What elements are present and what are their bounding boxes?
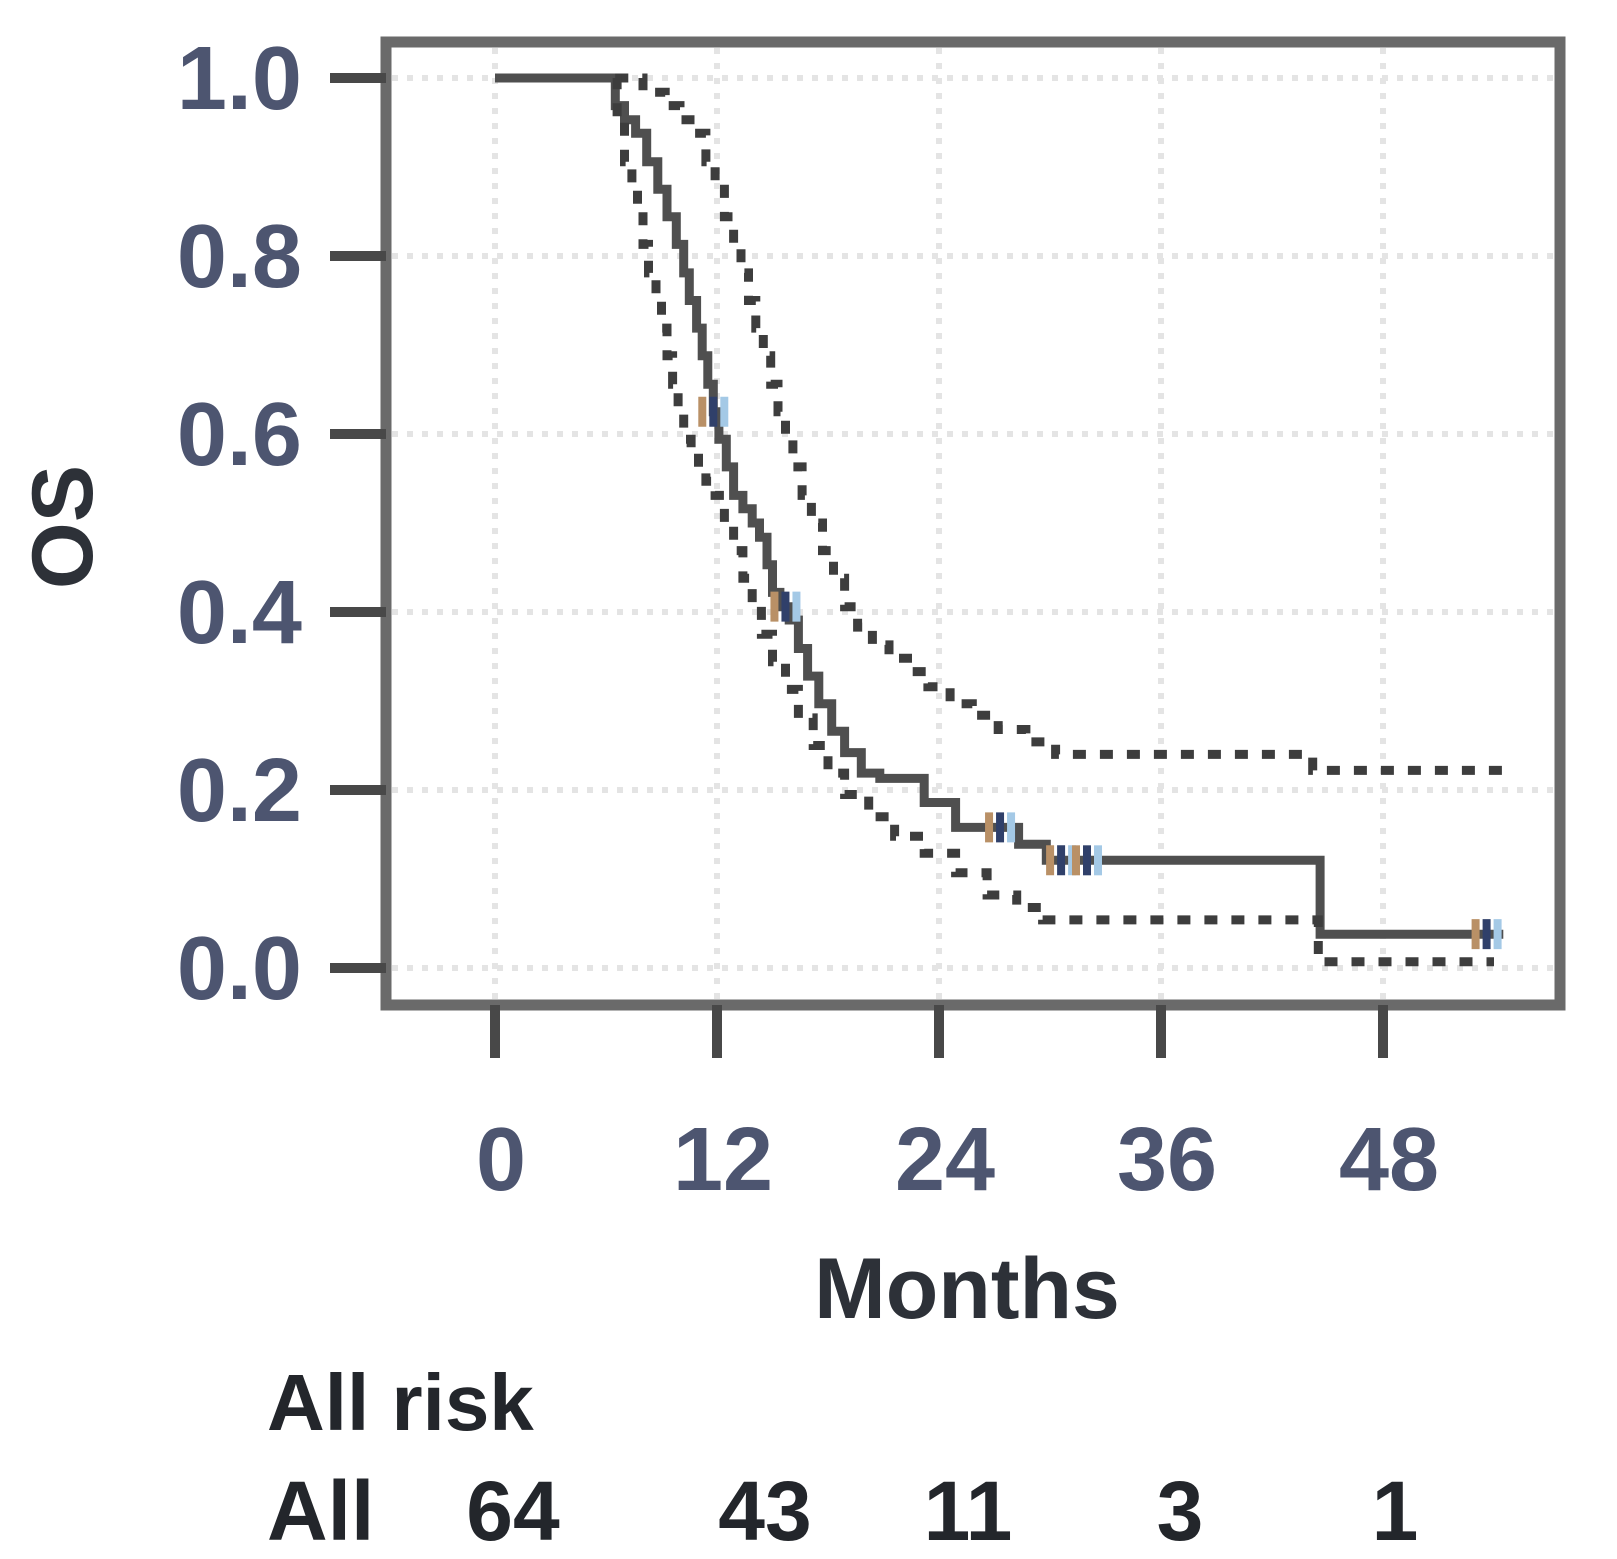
x-tick-label: 12 [673,1110,773,1210]
survival-curves [495,73,1511,967]
risk-value: 11 [924,1464,1013,1558]
x-axis-title: Months [814,1241,1120,1337]
x-tick-labels: 0 12 24 36 48 [476,1110,1439,1210]
y-tick-labels: 0.0 0.2 0.4 0.6 0.8 1.0 [177,29,302,1019]
y-tick-label: 0.8 [177,207,302,307]
y-tick-label: 1.0 [177,29,302,129]
x-tick-label: 24 [895,1110,995,1210]
risk-value: 43 [718,1464,811,1558]
x-tick-label: 0 [476,1110,526,1210]
y-tick-label: 0.0 [177,919,302,1019]
y-axis-title: OS [15,465,111,589]
plot-border [380,36,1566,1011]
km-curve-estimate [495,73,1504,939]
censor-marks [698,396,1502,950]
risk-values: 64 43 11 3 1 [466,1464,1418,1558]
km-curve-confidence-band [612,73,1494,967]
y-tick-label: 0.2 [177,741,302,841]
y-tick-label: 0.6 [177,385,302,485]
risk-value: 64 [466,1464,560,1558]
x-tick-label: 36 [1117,1110,1217,1210]
km-curve-confidence-band [615,73,1511,775]
y-tick-label: 0.4 [177,563,302,663]
x-tick-label: 48 [1339,1110,1439,1210]
risk-value: 3 [1157,1464,1204,1558]
gridlines [392,48,1554,999]
axis-ticks [330,73,1388,1058]
risk-table-title: All risk [267,1358,534,1447]
risk-row-label: All [267,1464,374,1558]
risk-value: 1 [1372,1464,1419,1558]
